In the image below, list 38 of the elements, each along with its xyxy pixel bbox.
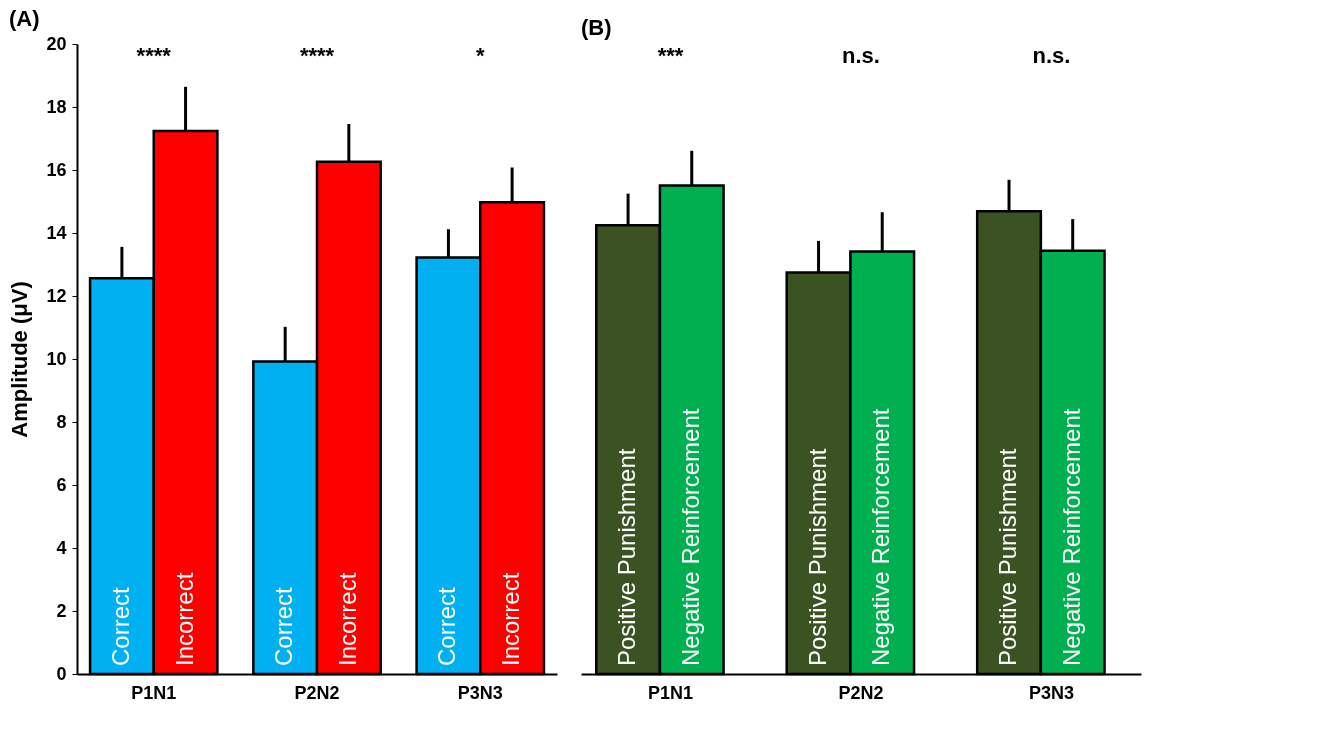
y-tick-label: 12 [46,285,67,306]
y-tick-label: 18 [46,96,67,117]
x-tick-label: P1N1 [131,682,177,703]
x-tick-label: P2N2 [294,682,340,703]
y-tick-label: 14 [46,222,67,243]
annotation: n.s. [842,43,880,68]
text: Negative Reinforcement [1057,408,1085,666]
y-tick-label: 20 [46,33,67,54]
y-tick-label: 10 [46,348,67,369]
annotation: * [475,43,485,68]
y-tick-label: 6 [56,474,67,495]
annotation: **** [136,43,172,68]
series-label: Incorrect [170,572,198,666]
text: Correct [433,587,461,666]
text: Incorrect [333,572,361,666]
y-tick-label: 2 [56,600,67,621]
series-label: Negative Reinforcement [676,408,704,666]
text: Positive Punishment [803,448,831,666]
x-tick-label: P3N3 [457,682,503,703]
y-tick-label: 0 [56,663,67,684]
x-tick-label: P1N1 [648,682,694,703]
annotation: *** [657,43,684,68]
y-tick-label: 4 [56,537,67,558]
y-tick-label: 8 [56,411,67,432]
x-tick-label: P2N2 [838,682,884,703]
text: Negative Reinforcement [867,408,895,666]
series-label: Positive Punishment [613,448,641,666]
y-tick-label: 16 [46,159,67,180]
text: Positive Punishment [994,448,1022,666]
x-tick-label: P3N3 [1028,682,1074,703]
chart-title: (A) [8,6,40,31]
series-label: Correct [106,586,134,666]
y-axis-title: Amplitude (μV) [7,281,33,438]
text: Correct [270,587,298,666]
annotation: n.s. [1032,43,1071,68]
chart-title: (B) [581,15,612,40]
annotation: **** [299,43,335,68]
text: Incorrect [497,572,525,666]
